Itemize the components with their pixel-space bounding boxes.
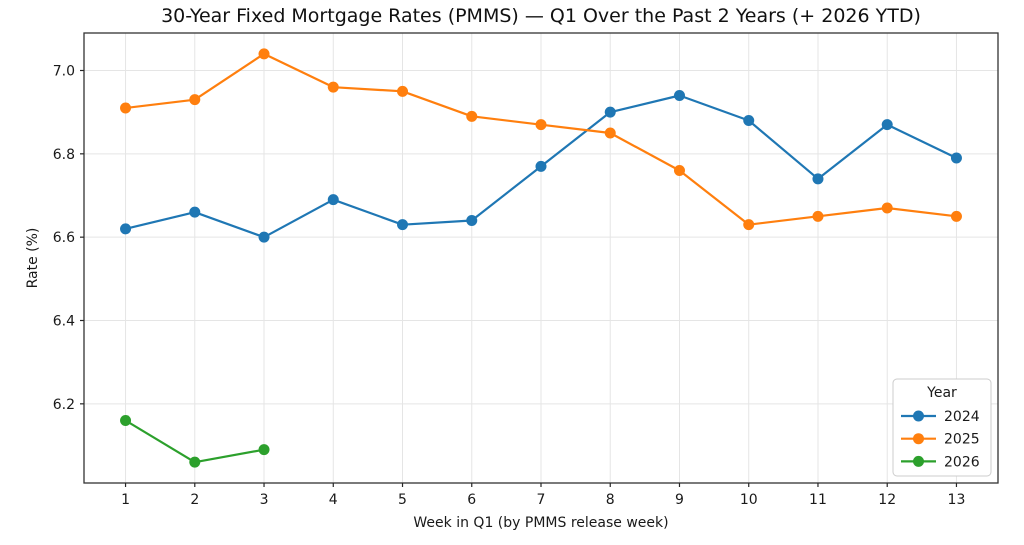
x-tick-label: 13 — [948, 492, 966, 508]
data-point-2024-week6 — [466, 215, 478, 226]
x-tick-label: 11 — [809, 492, 827, 508]
data-point-2024-week11 — [812, 173, 824, 185]
legend-marker-2025 — [913, 433, 924, 445]
y-tick-label: 6.6 — [53, 230, 75, 246]
legend-marker-2024 — [913, 410, 924, 422]
y-tick-label: 6.4 — [53, 314, 75, 330]
chart-title: 30-Year Fixed Mortgage Rates (PMMS) — Q1… — [161, 5, 921, 27]
data-point-2026-week1 — [120, 415, 132, 426]
data-point-2025-week3 — [258, 48, 270, 60]
y-tick-label: 6.8 — [53, 147, 75, 163]
data-point-2025-week5 — [397, 85, 409, 97]
data-point-2024-week7 — [535, 160, 547, 172]
series-layer — [120, 48, 962, 468]
x-tick-label: 1 — [121, 492, 130, 508]
data-point-2026-week3 — [258, 444, 270, 456]
legend-label-2024: 2024 — [944, 409, 980, 425]
legend-marker-2026 — [913, 455, 924, 467]
x-tick-label: 2 — [190, 492, 199, 508]
data-point-2025-week9 — [673, 165, 685, 176]
legend-label-2026: 2026 — [944, 454, 980, 470]
x-tick-label: 12 — [878, 492, 896, 508]
data-point-2024-week5 — [397, 219, 409, 231]
x-tick-label: 6 — [467, 492, 476, 508]
data-point-2024-week12 — [881, 119, 893, 131]
data-point-2025-week2 — [189, 94, 201, 106]
data-point-2024-week3 — [258, 231, 270, 243]
y-tick-label: 6.2 — [53, 397, 75, 413]
x-tick-label: 3 — [260, 492, 269, 508]
grid-layer — [84, 33, 998, 483]
data-point-2024-week2 — [189, 206, 201, 218]
legend-box — [892, 378, 992, 477]
x-tick-label: 8 — [606, 492, 615, 508]
data-point-2025-week12 — [881, 202, 893, 214]
y-tick-label: 7.0 — [53, 64, 75, 80]
data-point-2025-week8 — [604, 127, 616, 139]
legend-label-2025: 2025 — [944, 432, 980, 448]
data-point-2024-week8 — [604, 106, 616, 118]
x-tick-label: 10 — [740, 492, 758, 508]
data-point-2025-week7 — [535, 119, 547, 131]
data-point-2025-week11 — [812, 210, 824, 222]
data-point-2024-week4 — [327, 194, 339, 206]
data-point-2025-week1 — [120, 102, 132, 114]
x-axis-label: Week in Q1 (by PMMS release week) — [413, 515, 668, 531]
data-point-2024-week13 — [950, 152, 962, 164]
legend-entries: 2024 2025 2026 — [901, 409, 980, 470]
data-point-2026-week2 — [189, 456, 201, 468]
data-point-2024-week10 — [743, 115, 755, 126]
x-tick-label: 5 — [398, 492, 407, 508]
data-point-2024-week1 — [120, 223, 132, 235]
x-tick-label: 7 — [537, 492, 546, 508]
x-tick-label: 9 — [675, 492, 684, 508]
data-point-2025-week13 — [950, 210, 962, 222]
data-point-2025-week10 — [743, 219, 755, 231]
tick-layer: 1 2 3 4 5 6 7 8 9 10 11 12 136.26.46.66.87.0 — [53, 64, 966, 509]
data-point-2024-week9 — [673, 90, 685, 101]
data-point-2025-week6 — [466, 110, 478, 122]
data-point-2025-week4 — [327, 81, 339, 93]
x-tick-label: 4 — [329, 492, 338, 508]
legend-title: Year — [926, 385, 957, 401]
y-axis-label: Rate (%) — [25, 228, 41, 289]
legend: Year 2024 2025 2026 — [892, 378, 992, 477]
